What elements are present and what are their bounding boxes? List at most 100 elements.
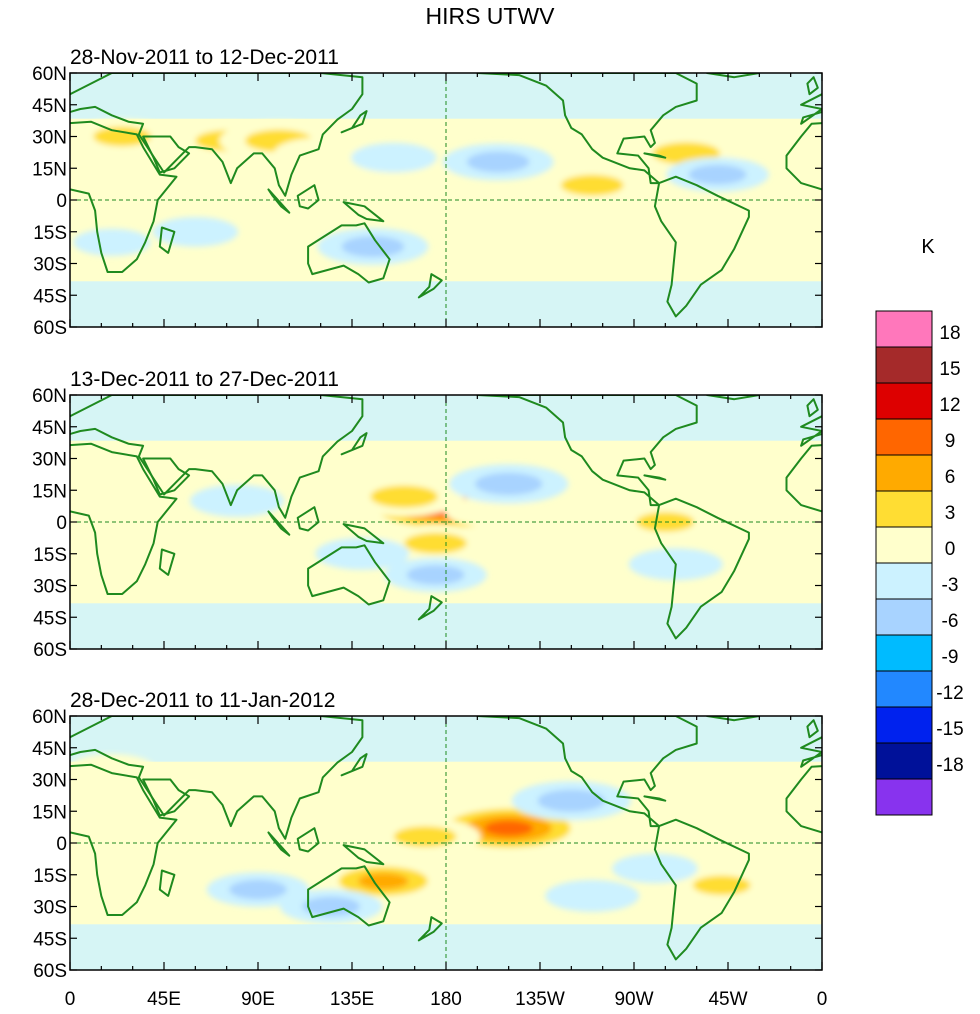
lat-tick-label: 15N bbox=[32, 159, 67, 180]
coastline-africa bbox=[785, 765, 822, 834]
anomaly-contour bbox=[152, 217, 239, 247]
coastline-arabia bbox=[142, 778, 191, 817]
coastline-greenland bbox=[706, 73, 761, 79]
anomaly-contour bbox=[445, 496, 531, 527]
colorbar-swatch bbox=[875, 670, 933, 708]
coastline-greenland bbox=[706, 395, 761, 401]
coastline-britain bbox=[806, 719, 819, 739]
coastline-madagascar bbox=[912, 871, 927, 896]
lat-tick-label: 30S bbox=[33, 255, 67, 276]
colorbar-level-label: -6 bbox=[942, 611, 959, 632]
anomaly-contour bbox=[315, 537, 410, 570]
panel-date-range: 13-Dec-2011 to 27-Dec-2011 bbox=[70, 368, 339, 391]
anomaly-contour bbox=[358, 872, 409, 890]
coastline-sumatra bbox=[267, 831, 291, 857]
anomaly-contour bbox=[93, 126, 152, 147]
anomaly-contour bbox=[507, 217, 594, 247]
anomaly-contour bbox=[302, 896, 360, 917]
colorbar-level-label: 12 bbox=[939, 395, 960, 416]
colorbar-level-label: -15 bbox=[936, 719, 963, 740]
anomaly-contour bbox=[404, 532, 467, 554]
lat-tick-label: 15S bbox=[33, 545, 67, 566]
anomaly-contour bbox=[370, 485, 438, 508]
coastline-new-zealand bbox=[417, 916, 443, 942]
colorbar-level-label: -18 bbox=[936, 755, 963, 776]
lon-tick-label: 45E bbox=[147, 989, 181, 1010]
anomaly-contour bbox=[475, 472, 543, 495]
panel-date-range: 28-Dec-2011 to 11-Jan-2012 bbox=[70, 689, 335, 712]
lat-tick-label: 15S bbox=[33, 866, 67, 887]
lat-tick-label: 60N bbox=[32, 707, 67, 728]
colorbar-level-label: 15 bbox=[939, 359, 960, 380]
coastline-new-guinea bbox=[342, 523, 385, 545]
coastline-australia bbox=[307, 222, 391, 284]
anomaly-contour bbox=[545, 879, 640, 912]
lon-tick-label: 90E bbox=[241, 989, 275, 1010]
coastline-arabia bbox=[142, 457, 191, 496]
anomaly-contour bbox=[351, 142, 437, 173]
lat-tick-label: 0 bbox=[56, 191, 67, 212]
colorbar-swatch bbox=[875, 778, 933, 816]
anomaly-contour bbox=[341, 236, 405, 257]
lon-tick-label: 180 bbox=[430, 989, 462, 1010]
chart-title: HIRS UTWV bbox=[425, 3, 555, 29]
colorbar-swatch bbox=[875, 418, 933, 456]
coastline-eurasia bbox=[70, 395, 364, 519]
lat-tick-label: 45N bbox=[32, 96, 67, 117]
coastline-borneo bbox=[296, 827, 320, 853]
coastline-africa bbox=[70, 763, 178, 916]
lon-tick-label: 0 bbox=[65, 989, 76, 1010]
coastline-arabia bbox=[895, 137, 941, 173]
lat-tick-label: 45S bbox=[33, 608, 67, 629]
coastline-africa bbox=[785, 444, 822, 513]
coastline-madagascar bbox=[158, 869, 176, 897]
coastline-north-america bbox=[476, 73, 698, 185]
coastline-new-zealand bbox=[417, 595, 443, 621]
anomaly-contour bbox=[692, 875, 751, 895]
coastline-africa bbox=[785, 122, 822, 191]
coastline-south-america bbox=[653, 497, 750, 640]
coastline-britain bbox=[806, 398, 819, 418]
colorbar-level-label: -9 bbox=[942, 647, 959, 668]
coastline-eurasia bbox=[70, 73, 364, 197]
lon-tick-label: 45W bbox=[708, 989, 747, 1010]
colorbar-unit: K bbox=[921, 236, 935, 258]
colorbar-level-label: 18 bbox=[939, 323, 960, 344]
lat-tick-label: 30N bbox=[32, 128, 67, 149]
lat-tick-label: 15S bbox=[33, 223, 67, 244]
colorbar-swatch bbox=[875, 526, 933, 564]
anomaly-blobs bbox=[70, 754, 773, 924]
coastline-japan bbox=[340, 110, 368, 134]
coastline-new-zealand bbox=[417, 273, 443, 299]
coastline-africa bbox=[70, 120, 178, 273]
coastline-new-guinea bbox=[342, 201, 385, 223]
coastline-eurasia bbox=[70, 716, 364, 840]
lat-tick-label: 45S bbox=[33, 286, 67, 307]
anomaly-contour bbox=[466, 151, 530, 173]
colorbar-swatch bbox=[875, 562, 933, 600]
lat-tick-label: 60S bbox=[33, 961, 67, 982]
lat-tick-label: 45N bbox=[32, 739, 67, 760]
coastline-north-america bbox=[476, 395, 698, 507]
lat-tick-label: 30S bbox=[33, 898, 67, 919]
coastline-borneo bbox=[296, 184, 320, 210]
lat-tick-label: 30N bbox=[32, 771, 67, 792]
colorbar-level-label: -3 bbox=[942, 575, 959, 596]
colorbar-swatch bbox=[875, 310, 933, 348]
colorbar-level-label: 3 bbox=[945, 503, 956, 524]
anomaly-contour bbox=[298, 764, 385, 795]
anomaly-blobs bbox=[71, 119, 769, 265]
coastline-greenland bbox=[706, 716, 761, 722]
coastline-north-america bbox=[476, 716, 698, 828]
lat-tick-label: 0 bbox=[56, 513, 67, 534]
colorbar: K 18 15 12 9 6 3 0 -3 -6 -9 -12 -15 -18 bbox=[875, 236, 964, 816]
lat-tick-label: 45S bbox=[33, 929, 67, 950]
anomaly-contour bbox=[94, 455, 172, 483]
coastline-cuba bbox=[643, 474, 667, 481]
coastline-sumatra bbox=[267, 188, 291, 214]
coastline-cuba bbox=[643, 152, 667, 159]
colorbar-swatch bbox=[875, 490, 933, 528]
